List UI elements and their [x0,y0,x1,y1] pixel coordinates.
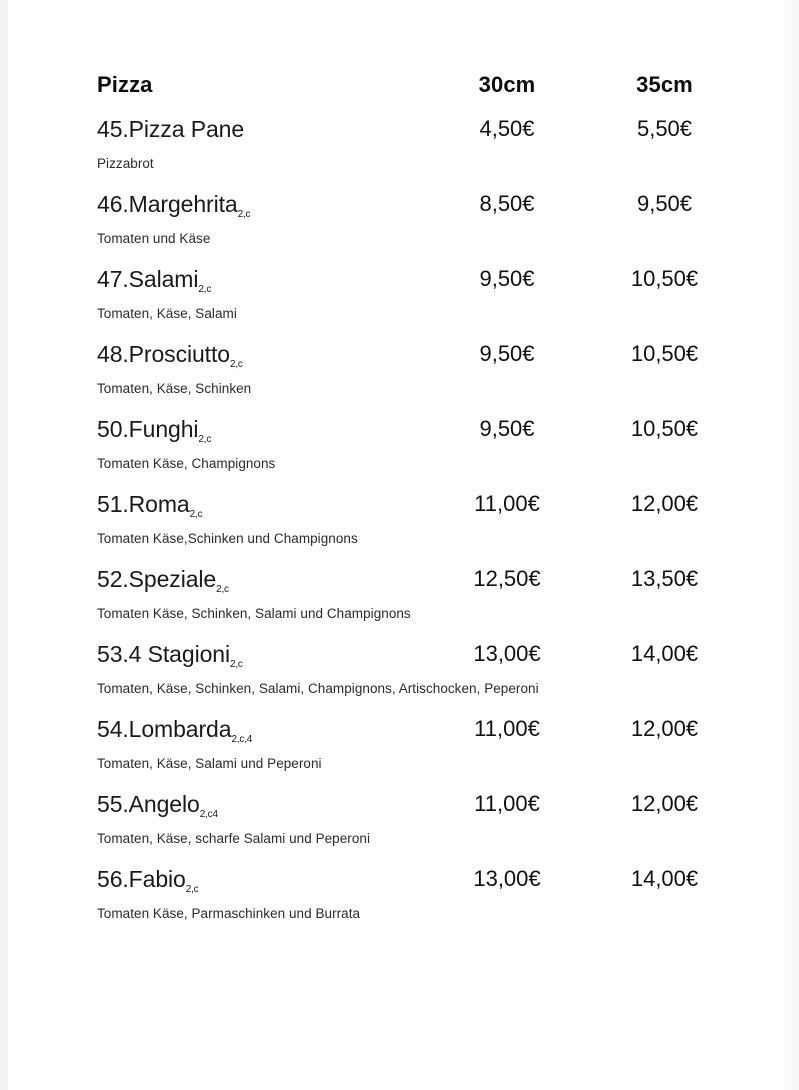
menu-item-description: Tomaten, Käse, scharfe Salami und Pepero… [97,831,371,846]
menu-item-description: Tomaten Käse, Champignons [97,456,276,471]
menu-item-allergens: 2,c [185,884,199,895]
menu-item-price-35cm: 9,50€ [636,191,693,216]
menu-item-price-35cm: 10,50€ [630,266,699,291]
menu-item-name: 54.Lombarda [97,716,232,742]
menu-item-name: 55.Angelo [97,791,200,817]
menu-item-title: 55.Angelo2,c4 [97,791,218,820]
menu-item-title: 54.Lombarda2,c,4 [97,716,253,745]
menu-item-title: 56.Fabio2,c [97,866,199,895]
menu-item-price-30cm: 11,00€ [474,791,540,816]
menu-item-row: 45.Pizza Pane 4,50€ 5,50€ Pizzabrot [97,116,727,191]
menu-item-name: 56.Fabio [97,866,186,892]
right-page-margin [791,0,799,1090]
column-header-35cm: 35cm [636,72,693,97]
menu-item-title: 51.Roma2,c [97,491,203,520]
menu-item-row: 55.Angelo2,c4 11,00€ 12,00€ Tomaten, Käs… [97,791,727,866]
menu-item-title: 52.Speziale2,c [97,566,229,595]
column-header-30cm: 30cm [478,72,536,97]
menu-item-description: Tomaten, Käse, Salami und Peperoni [97,756,322,771]
menu-item-price-35cm: 12,00€ [630,491,699,516]
menu-item-title: 48.Prosciutto2,c [97,341,243,370]
menu-item-title: 47.Salami2,c [97,266,212,295]
menu-item-name: 53.4 Stagioni [97,641,230,667]
menu-item-name: 48.Prosciutto [97,341,230,367]
menu-page: Pizza 30cm 35cm 45.Pizza Pane 4,50€ 5,50… [8,0,791,1090]
menu-item-description: Tomaten Käse,Schinken und Champignons [97,531,358,546]
menu-item-allergens: 2,c [237,209,251,220]
menu-item-price-35cm: 13,50€ [630,566,699,591]
menu-item-price-30cm: 11,00€ [474,716,540,741]
menu-item-price-30cm: 12,50€ [473,566,541,591]
left-page-margin [0,0,8,1090]
menu-header-row: Pizza 30cm 35cm [97,72,727,116]
menu-item-description: Pizzabrot [97,156,154,171]
menu-item-row: 50.Funghi2,c 9,50€ 10,50€ Tomaten Käse, … [97,416,727,491]
menu-item-allergens: 2,c [189,509,203,520]
menu-item-description: Tomaten, Käse, Schinken, Salami, Champig… [97,681,539,696]
menu-item-price-30cm: 11,00€ [474,491,540,516]
menu-item-row: 52.Speziale2,c 12,50€ 13,50€ Tomaten Käs… [97,566,727,641]
menu-item-allergens: 2,c [229,659,243,670]
menu-item-description: Tomaten und Käse [97,231,211,246]
menu-item-description: Tomaten Käse, Parmaschinken und Burrata [97,906,361,921]
menu-item-price-35cm: 12,00€ [630,716,699,741]
menu-item-price-30cm: 13,00€ [473,866,541,891]
menu-item-row: 54.Lombarda2,c,4 11,00€ 12,00€ Tomaten, … [97,716,727,791]
menu-item-description: Tomaten, Käse, Salami [97,306,237,321]
menu-item-name: 52.Speziale [97,566,217,592]
menu-item-price-30cm: 13,00€ [473,641,541,666]
menu-item-name: 50.Funghi [97,416,199,442]
vertical-scrollbar-track[interactable] [784,0,791,1090]
menu-item-price-30cm: 9,50€ [479,341,535,366]
menu-item-description: Tomaten, Käse, Schinken [97,381,252,396]
menu-item-row: 53.4 Stagioni2,c 13,00€ 14,00€ Tomaten, … [97,641,727,716]
menu-item-description: Tomaten Käse, Schinken, Salami und Champ… [97,606,411,621]
menu-item-name: 46.Margehrita [97,191,238,217]
menu-item-price-30cm: 8,50€ [479,191,535,216]
menu-item-price-35cm: 10,50€ [630,341,699,366]
menu-item-name: 51.Roma [97,491,190,517]
menu-item-price-35cm: 12,00€ [630,791,699,816]
menu-item-allergens: 2,c [198,434,212,445]
pizza-menu-table: Pizza 30cm 35cm 45.Pizza Pane 4,50€ 5,50… [97,72,727,941]
menu-item-row: 46.Margehrita2,c 8,50€ 9,50€ Tomaten und… [97,191,727,266]
menu-item-title: 46.Margehrita2,c [97,191,251,220]
menu-item-row: 48.Prosciutto2,c 9,50€ 10,50€ Tomaten, K… [97,341,727,416]
menu-item-row: 56.Fabio2,c 13,00€ 14,00€ Tomaten Käse, … [97,866,727,941]
section-title: Pizza [97,72,153,97]
menu-item-price-35cm: 5,50€ [636,116,693,141]
menu-item-title: 53.4 Stagioni2,c [97,641,243,670]
menu-item-allergens: 2,c4 [199,809,218,820]
menu-item-allergens: 2,c [198,284,212,295]
menu-item-price-30cm: 9,50€ [479,266,535,291]
menu-item-name: 45.Pizza Pane [97,116,245,142]
menu-item-price-30cm: 4,50€ [479,116,535,141]
menu-item-name: 47.Salami [97,266,199,292]
menu-item-price-30cm: 9,50€ [479,416,535,441]
menu-item-row: 51.Roma2,c 11,00€ 12,00€ Tomaten Käse,Sc… [97,491,727,566]
menu-item-allergens: 2,c,4 [231,734,253,745]
menu-item-price-35cm: 14,00€ [630,866,699,891]
menu-item-allergens: 2,c [229,359,243,370]
menu-item-price-35cm: 10,50€ [630,416,699,441]
menu-item-title: 50.Funghi2,c [97,416,212,445]
menu-item-row: 47.Salami2,c 9,50€ 10,50€ Tomaten, Käse,… [97,266,727,341]
menu-item-allergens: 2,c [216,584,229,595]
menu-item-title: 45.Pizza Pane [97,116,244,143]
menu-item-price-35cm: 14,00€ [630,641,699,666]
